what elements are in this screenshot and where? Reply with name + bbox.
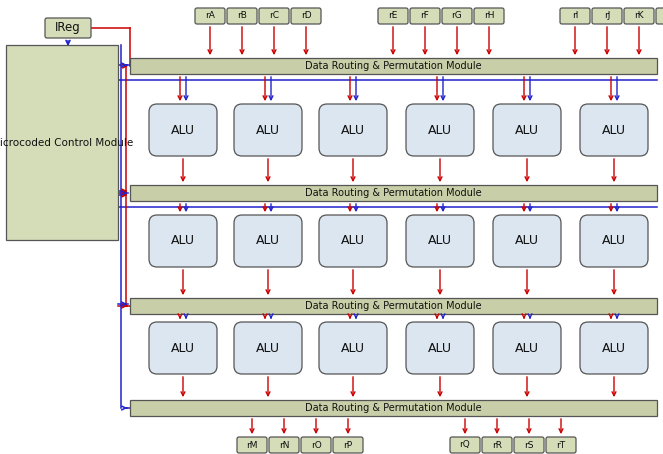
FancyBboxPatch shape bbox=[319, 322, 387, 374]
Text: rM: rM bbox=[246, 440, 258, 449]
Text: ALU: ALU bbox=[341, 341, 365, 355]
FancyBboxPatch shape bbox=[474, 8, 504, 24]
FancyBboxPatch shape bbox=[406, 104, 474, 156]
Text: Data Routing & Permutation Module: Data Routing & Permutation Module bbox=[305, 188, 482, 198]
Text: ALU: ALU bbox=[171, 123, 195, 137]
FancyBboxPatch shape bbox=[234, 104, 302, 156]
FancyBboxPatch shape bbox=[149, 322, 217, 374]
Text: IReg: IReg bbox=[55, 21, 81, 35]
Text: rO: rO bbox=[311, 440, 322, 449]
Text: ALU: ALU bbox=[428, 235, 452, 247]
FancyBboxPatch shape bbox=[195, 8, 225, 24]
Text: rJ: rJ bbox=[604, 11, 610, 20]
FancyBboxPatch shape bbox=[493, 215, 561, 267]
FancyBboxPatch shape bbox=[410, 8, 440, 24]
Text: ALU: ALU bbox=[515, 341, 539, 355]
FancyBboxPatch shape bbox=[546, 437, 576, 453]
FancyBboxPatch shape bbox=[580, 215, 648, 267]
Text: ALU: ALU bbox=[171, 341, 195, 355]
FancyBboxPatch shape bbox=[493, 322, 561, 374]
FancyBboxPatch shape bbox=[319, 215, 387, 267]
FancyBboxPatch shape bbox=[378, 8, 408, 24]
FancyBboxPatch shape bbox=[149, 104, 217, 156]
Text: rE: rE bbox=[389, 11, 398, 20]
FancyBboxPatch shape bbox=[406, 322, 474, 374]
Text: Data Routing & Permutation Module: Data Routing & Permutation Module bbox=[305, 301, 482, 311]
FancyBboxPatch shape bbox=[259, 8, 289, 24]
Text: ALU: ALU bbox=[256, 123, 280, 137]
FancyBboxPatch shape bbox=[592, 8, 622, 24]
FancyBboxPatch shape bbox=[560, 8, 590, 24]
FancyBboxPatch shape bbox=[514, 437, 544, 453]
FancyBboxPatch shape bbox=[580, 322, 648, 374]
Text: Data Routing & Permutation Module: Data Routing & Permutation Module bbox=[305, 403, 482, 413]
FancyBboxPatch shape bbox=[234, 215, 302, 267]
FancyBboxPatch shape bbox=[482, 437, 512, 453]
Text: rR: rR bbox=[492, 440, 502, 449]
Bar bbox=[130, 298, 657, 314]
FancyBboxPatch shape bbox=[149, 215, 217, 267]
Text: Microcoded Control Module: Microcoded Control Module bbox=[0, 138, 133, 148]
Text: rS: rS bbox=[524, 440, 534, 449]
FancyBboxPatch shape bbox=[450, 437, 480, 453]
Bar bbox=[130, 185, 657, 201]
Text: rF: rF bbox=[420, 11, 430, 20]
FancyBboxPatch shape bbox=[237, 437, 267, 453]
Text: rA: rA bbox=[205, 11, 215, 20]
Text: ALU: ALU bbox=[515, 123, 539, 137]
Bar bbox=[130, 58, 657, 74]
FancyBboxPatch shape bbox=[493, 104, 561, 156]
FancyBboxPatch shape bbox=[301, 437, 331, 453]
Bar bbox=[6, 45, 118, 240]
Text: rK: rK bbox=[634, 11, 644, 20]
Text: rG: rG bbox=[452, 11, 462, 20]
FancyBboxPatch shape bbox=[319, 104, 387, 156]
Text: rH: rH bbox=[484, 11, 494, 20]
FancyBboxPatch shape bbox=[291, 8, 321, 24]
Text: rN: rN bbox=[278, 440, 289, 449]
FancyBboxPatch shape bbox=[624, 8, 654, 24]
FancyBboxPatch shape bbox=[580, 104, 648, 156]
Text: ALU: ALU bbox=[256, 341, 280, 355]
FancyBboxPatch shape bbox=[406, 215, 474, 267]
Text: ALU: ALU bbox=[602, 235, 626, 247]
FancyBboxPatch shape bbox=[234, 322, 302, 374]
Text: rQ: rQ bbox=[459, 440, 470, 449]
Text: ALU: ALU bbox=[341, 235, 365, 247]
Text: rI: rI bbox=[572, 11, 578, 20]
Text: ALU: ALU bbox=[171, 235, 195, 247]
Text: rD: rD bbox=[301, 11, 312, 20]
Text: ALU: ALU bbox=[602, 123, 626, 137]
Text: rP: rP bbox=[343, 440, 353, 449]
FancyBboxPatch shape bbox=[333, 437, 363, 453]
Text: rB: rB bbox=[237, 11, 247, 20]
Text: ALU: ALU bbox=[256, 235, 280, 247]
Text: rC: rC bbox=[269, 11, 279, 20]
Text: ALU: ALU bbox=[602, 341, 626, 355]
FancyBboxPatch shape bbox=[442, 8, 472, 24]
Text: Data Routing & Permutation Module: Data Routing & Permutation Module bbox=[305, 61, 482, 71]
Bar bbox=[130, 400, 657, 416]
FancyBboxPatch shape bbox=[227, 8, 257, 24]
Text: ALU: ALU bbox=[341, 123, 365, 137]
Text: ALU: ALU bbox=[428, 123, 452, 137]
FancyBboxPatch shape bbox=[45, 18, 91, 38]
FancyBboxPatch shape bbox=[269, 437, 299, 453]
Text: ALU: ALU bbox=[428, 341, 452, 355]
FancyBboxPatch shape bbox=[656, 8, 663, 24]
Text: ALU: ALU bbox=[515, 235, 539, 247]
Text: rT: rT bbox=[556, 440, 566, 449]
